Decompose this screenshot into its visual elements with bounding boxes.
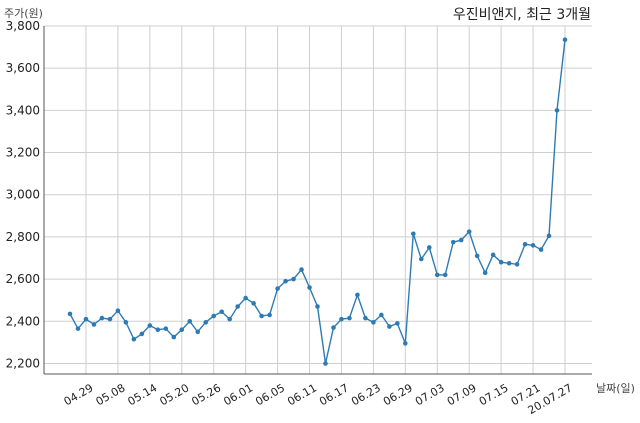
x-tick-label: 06.05 xyxy=(253,381,287,408)
y-axis-label: 주가(원) xyxy=(4,7,43,20)
label-layer: 우진비앤지, 최근 3개월 주가(원) 날짜(일) xyxy=(4,7,635,395)
data-point xyxy=(403,341,408,346)
data-point xyxy=(554,108,560,113)
data-point xyxy=(187,318,193,324)
data-point xyxy=(426,245,432,250)
series-line xyxy=(69,39,566,364)
data-point xyxy=(91,322,97,327)
y-tick-label: 3,000 xyxy=(6,188,40,202)
data-point xyxy=(291,276,296,282)
x-tick-label: 07.09 xyxy=(445,381,479,408)
data-point xyxy=(371,320,376,325)
data-point xyxy=(139,331,145,337)
data-point xyxy=(283,278,288,284)
chart-title: 우진비앤지, 최근 3개월 xyxy=(453,7,591,23)
x-tick-label: 07.15 xyxy=(477,381,511,408)
data-point xyxy=(418,256,424,262)
x-tick-label: 05.08 xyxy=(94,381,128,408)
y-tick-label: 2,400 xyxy=(6,314,40,328)
x-tick-label: 06.29 xyxy=(381,381,415,408)
data-point xyxy=(99,315,105,321)
data-point xyxy=(179,327,185,333)
x-tick-label: 06.23 xyxy=(349,381,383,408)
data-point xyxy=(363,315,368,321)
data-point xyxy=(211,313,217,319)
data-point xyxy=(498,259,504,265)
x-tick-label: 05.20 xyxy=(157,381,191,408)
data-point xyxy=(299,267,304,272)
x-tick-label: 05.14 xyxy=(126,381,160,408)
data-point xyxy=(450,239,456,245)
data-point xyxy=(83,316,89,322)
data-point xyxy=(506,260,512,266)
y-tick-label: 3,400 xyxy=(6,103,40,117)
x-tick-label: 07.03 xyxy=(413,381,447,408)
data-point xyxy=(482,270,488,276)
data-point xyxy=(219,309,224,315)
x-tick-label: 06.01 xyxy=(221,381,255,408)
data-point xyxy=(235,304,240,309)
data-point xyxy=(315,304,320,309)
series-layer xyxy=(67,37,568,366)
data-point xyxy=(131,336,137,342)
axis-layer: 2,200 2,400 2,600 2,800 3,000 3,200 3,400 3,600… xyxy=(6,19,592,417)
y-tick-label: 2,200 xyxy=(6,356,40,370)
data-point xyxy=(347,315,352,321)
data-point xyxy=(490,252,496,258)
y-tick-label: 2,800 xyxy=(6,230,40,244)
data-point xyxy=(147,323,153,328)
data-point xyxy=(259,313,264,319)
data-point xyxy=(195,329,201,335)
data-point xyxy=(171,334,177,340)
data-point xyxy=(546,233,552,239)
data-point xyxy=(466,229,472,234)
data-point xyxy=(155,327,161,333)
data-point xyxy=(307,285,312,290)
x-tick-label: 06.17 xyxy=(317,381,351,408)
y-tick-label: 2,600 xyxy=(6,272,40,286)
data-point xyxy=(203,320,209,325)
data-point xyxy=(387,324,392,329)
data-point xyxy=(514,262,520,267)
data-point xyxy=(331,325,336,330)
x-axis-label: 날짜(일) xyxy=(596,381,635,395)
data-point xyxy=(379,312,384,318)
y-tick-label: 3,600 xyxy=(6,61,40,75)
data-point xyxy=(75,326,81,331)
data-point xyxy=(395,321,400,326)
data-point xyxy=(251,301,256,306)
data-point xyxy=(474,253,480,259)
data-point xyxy=(355,292,360,298)
x-tick-label: 06.11 xyxy=(285,381,319,408)
x-tick-label: 05.26 xyxy=(189,381,223,408)
data-point xyxy=(163,326,169,331)
data-point xyxy=(323,361,328,366)
data-point xyxy=(107,316,113,322)
data-point xyxy=(267,312,272,318)
data-point xyxy=(434,272,440,278)
data-point xyxy=(67,311,73,317)
data-point xyxy=(538,247,544,252)
data-point xyxy=(522,241,528,247)
data-point xyxy=(123,320,129,325)
data-point xyxy=(530,243,536,248)
data-point xyxy=(339,316,344,322)
data-point xyxy=(227,316,232,322)
data-point xyxy=(243,295,248,301)
y-tick-label: 3,200 xyxy=(6,146,40,160)
data-point xyxy=(411,231,416,237)
data-point xyxy=(275,286,280,291)
y-tick-label: 3,800 xyxy=(6,19,40,33)
data-point xyxy=(442,272,448,278)
data-point xyxy=(115,308,121,314)
data-point xyxy=(562,37,568,43)
data-point xyxy=(458,237,464,243)
x-tick-label: 04.29 xyxy=(62,381,96,408)
